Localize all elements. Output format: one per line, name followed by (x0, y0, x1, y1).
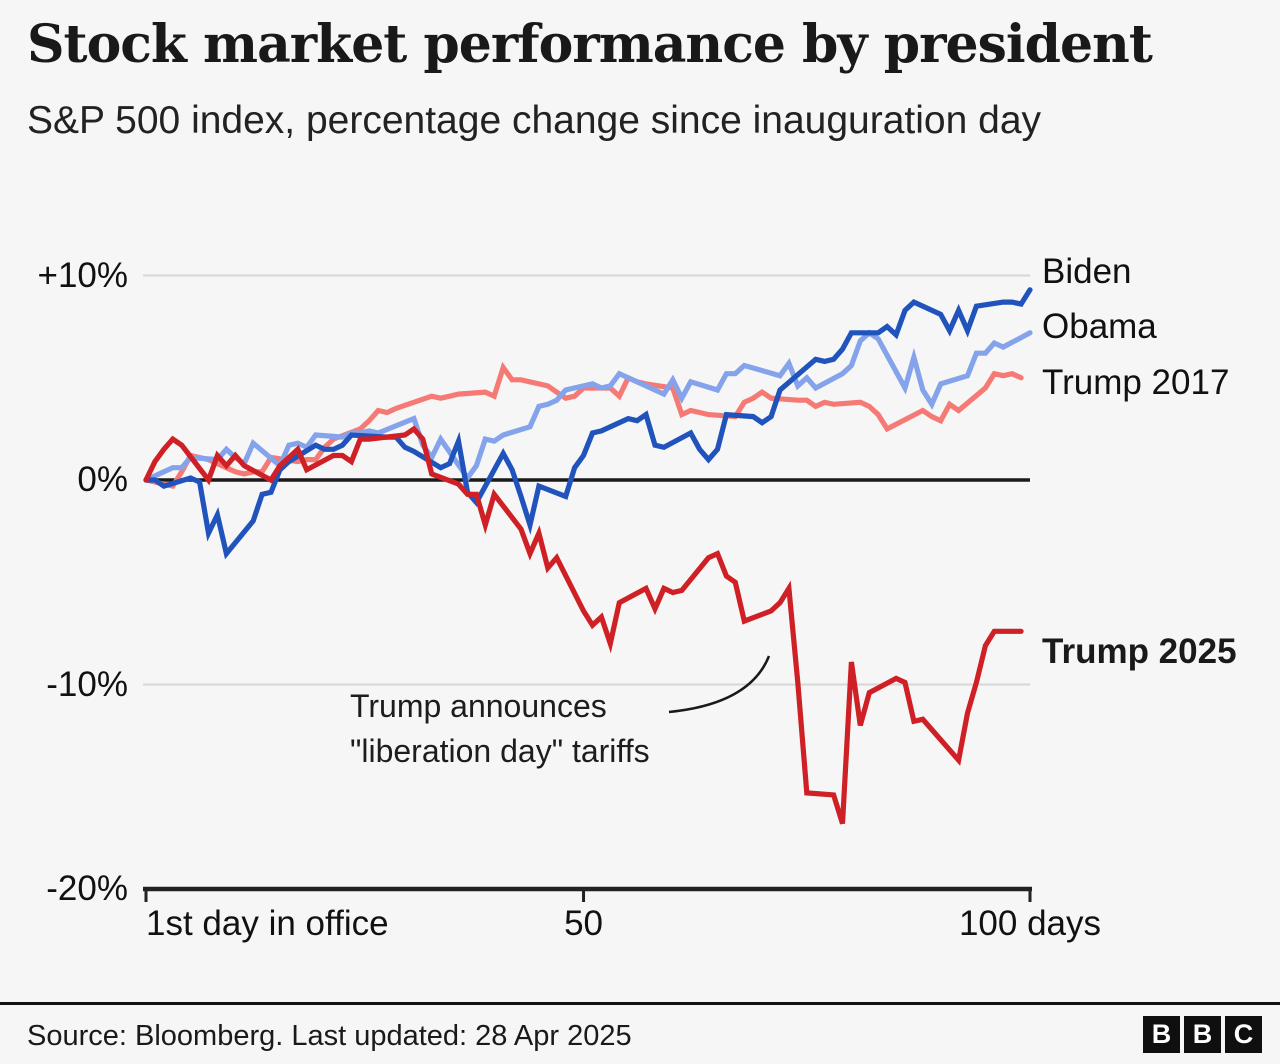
series-line-obama (143, 329, 1033, 483)
chart-title: Stock market performance by president (27, 14, 1153, 75)
annotation-callout-curve (668, 655, 771, 714)
y-axis-label-+10%: +10% (37, 255, 129, 295)
legend-label-obama: Obama (1042, 306, 1157, 346)
bbc-logo-block-b1: B (1143, 1016, 1180, 1053)
series-line-trump-2025 (143, 425, 1024, 825)
annotation-line-2: "liberation day" tariffs (350, 733, 650, 769)
x-axis-label-100: 100 days (958, 904, 1102, 943)
source-attribution: Source: Bloomberg. Last updated: 28 Apr … (27, 1020, 632, 1052)
x-axis-label-1: 1st day in office (146, 904, 389, 943)
series-lines (143, 287, 1033, 825)
bbc-logo-block-c: C (1225, 1016, 1262, 1053)
footer-divider (0, 1002, 1280, 1005)
chart-subtitle: S&P 500 index, percentage change since i… (27, 99, 1042, 142)
series-line-biden (143, 287, 1033, 560)
annotation-text: Trump announces "liberation day" tariffs (350, 684, 650, 774)
bbc-logo-block-b2: B (1184, 1016, 1221, 1053)
bbc-logo: B B C (1143, 1016, 1262, 1053)
gridlines (143, 274, 1032, 902)
x-axis-label-50: 50 (564, 904, 603, 943)
y-axis-label-0%: 0% (77, 460, 128, 499)
legend-label-trump-2017: Trump 2017 (1042, 362, 1230, 402)
annotation-line-1: Trump announces (350, 688, 607, 724)
legend-label-trump-2025: Trump 2025 (1042, 632, 1237, 672)
y-axis-label--20%: -20% (46, 869, 128, 908)
legend-label-biden: Biden (1042, 251, 1132, 291)
y-axis-label--10%: -10% (46, 664, 128, 704)
